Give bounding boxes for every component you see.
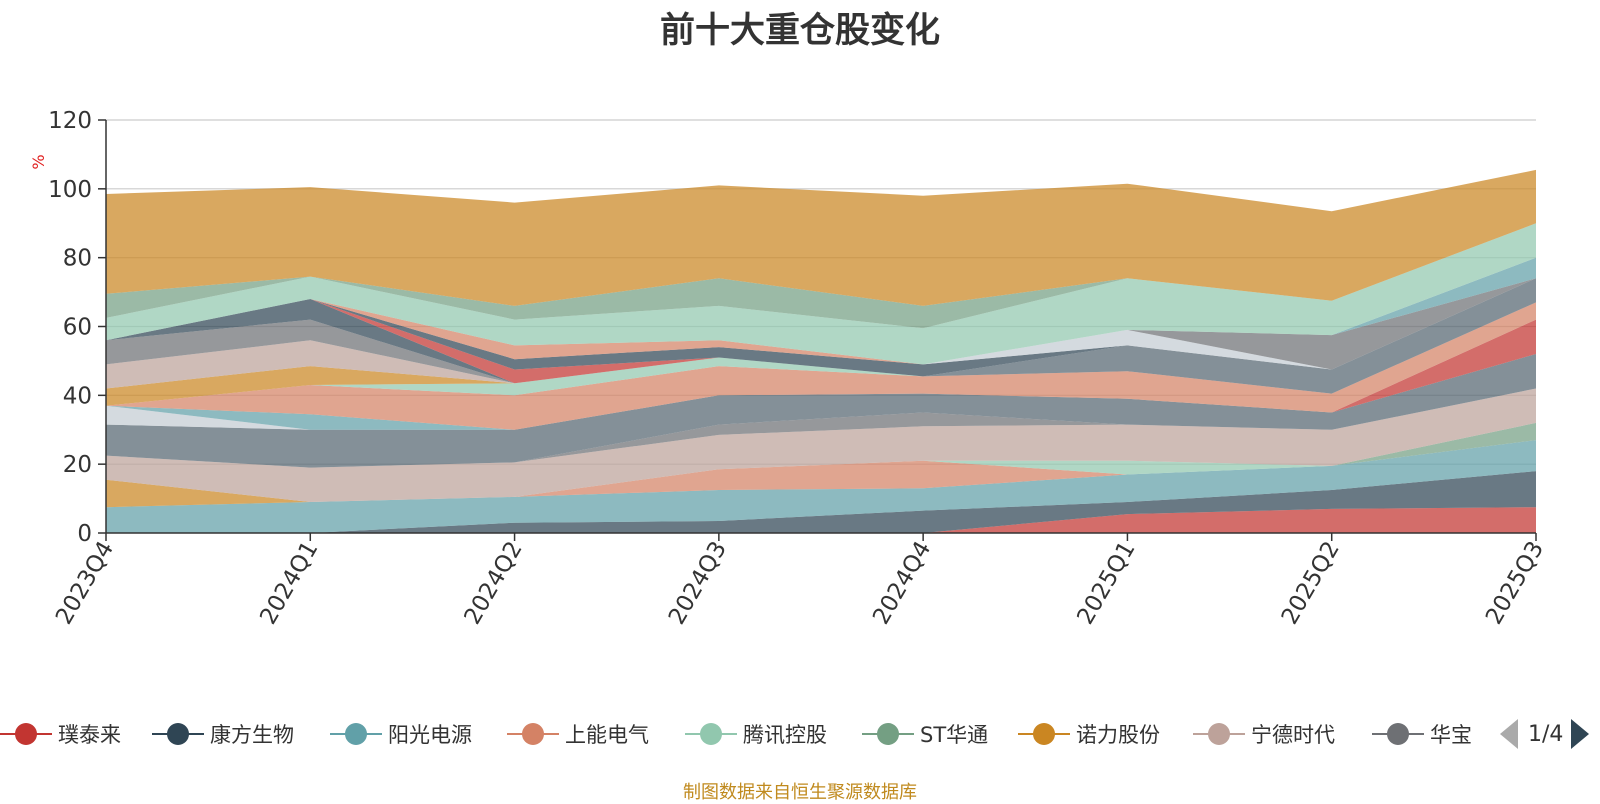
legend-marker-icon — [330, 723, 382, 745]
area-series-比亚迪 — [106, 278, 1536, 394]
area-series-亿纬锂能 — [106, 302, 1536, 430]
legend-item[interactable]: 华宝 — [1372, 714, 1472, 754]
y-tick-label: 100 — [48, 177, 92, 203]
area-series-小米集团 — [106, 257, 1536, 365]
legend-label: 宁德时代 — [1251, 723, 1335, 747]
legend-marker-icon — [1018, 723, 1070, 745]
area-series-中际旭创 — [106, 354, 1536, 468]
legend-marker-icon — [1372, 723, 1424, 745]
legend-label: 诺力股份 — [1076, 723, 1160, 747]
legend-marker-icon — [152, 723, 204, 745]
legend-marker-icon — [0, 723, 52, 745]
legend: 璞泰来 康方生物 阳光电源 上能电气 腾讯控股 ST华通 诺力股份 宁德时代 华宝 1/4 — [0, 714, 1600, 754]
chart-title: 前十大重仓股变化 — [659, 11, 940, 51]
legend-item[interactable]: 康方生物 — [152, 714, 294, 754]
legend-label: 康方生物 — [210, 723, 294, 747]
x-tick-label: 2025Q1 — [1072, 537, 1140, 629]
x-tick-label: 2023Q4 — [51, 537, 119, 629]
legend-item[interactable]: 诺力股份 — [1018, 714, 1160, 754]
x-tick-label: 2024Q4 — [868, 537, 936, 629]
area-series-康方生物 — [106, 471, 1536, 533]
legend-item[interactable]: 宁德时代 — [1193, 714, 1335, 754]
legend-item[interactable]: 阳光电源 — [330, 714, 472, 754]
area-series-阳光电源 — [106, 440, 1536, 533]
y-axis-unit-label: % — [29, 154, 48, 169]
legend-label: ST华通 — [920, 723, 989, 747]
area-series-工业富联 — [106, 278, 1536, 377]
legend-label: 阳光电源 — [388, 723, 472, 747]
legend-marker-icon — [685, 723, 737, 745]
x-tick-label: 2025Q3 — [1481, 537, 1549, 629]
legend-label: 华宝 — [1430, 723, 1472, 747]
area-series-药明康德 — [106, 302, 1536, 394]
area-series-上能电气 — [106, 440, 1536, 508]
area-series-德明利 — [106, 278, 1536, 370]
area-series-诺力股份 — [106, 422, 1536, 508]
source-note: 制图数据来自恒生聚源数据库 — [683, 782, 917, 803]
legend-item[interactable]: 腾讯控股 — [685, 714, 827, 754]
y-tick-label: 80 — [63, 246, 92, 272]
area-series-贵州茅台 — [106, 169, 1536, 306]
x-tick-label: 2025Q2 — [1277, 537, 1345, 629]
legend-marker-icon — [862, 723, 914, 745]
area-series-宁德时代 — [106, 388, 1536, 502]
legend-marker-icon — [1193, 723, 1245, 745]
x-tick-label: 2024Q1 — [255, 537, 323, 629]
y-tick-label: 120 — [48, 108, 92, 134]
area-series-华宝 — [106, 388, 1536, 468]
y-tick-label: 40 — [63, 383, 92, 409]
legend-item[interactable]: 上能电气 — [507, 714, 649, 754]
legend-item[interactable]: ST华通 — [862, 714, 988, 754]
legend-prev-page-button[interactable] — [1500, 719, 1518, 749]
y-tick-label: 20 — [63, 452, 92, 478]
area-series-中国海油 — [106, 223, 1536, 365]
legend-label: 璞泰来 — [58, 723, 121, 747]
area-series-立讯精密 — [106, 278, 1536, 384]
y-tick-label: 0 — [77, 521, 92, 547]
y-tick-label: 60 — [63, 315, 92, 341]
legend-page-indicator: 1/4 — [1528, 721, 1564, 747]
x-tick-label: 2024Q2 — [460, 537, 528, 629]
area-series-阳光诺和 — [106, 319, 1536, 430]
legend-item[interactable]: 璞泰来 — [0, 714, 121, 754]
x-tick-label: 2024Q3 — [664, 537, 732, 629]
area-series-长江电力 — [106, 223, 1536, 329]
legend-pager: 1/4 — [1500, 714, 1590, 754]
area-series-璞泰来 — [106, 507, 1536, 533]
legend-label: 上能电气 — [565, 723, 649, 747]
stacked-area-series — [106, 169, 1536, 533]
area-series-泡泡玛特 — [106, 302, 1536, 406]
legend-label: 腾讯控股 — [743, 723, 827, 747]
legend-marker-icon — [507, 723, 559, 745]
legend-next-page-button[interactable] — [1571, 719, 1590, 749]
